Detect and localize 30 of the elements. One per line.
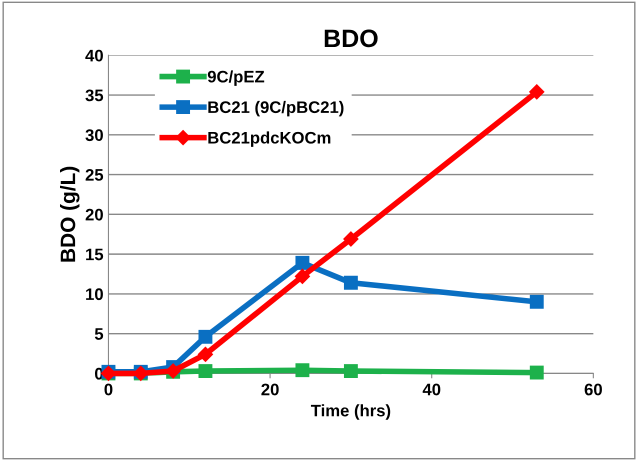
- y-tick-label: 15: [86, 248, 104, 260]
- legend-label: BC21pdcKOCm: [208, 131, 330, 147]
- point: [198, 364, 212, 378]
- point: [343, 231, 358, 247]
- y-axis-title: BDO (g/L): [60, 166, 80, 262]
- x-axis-title: Time (hrs): [310, 404, 390, 420]
- y-tick-label: 30: [85, 129, 103, 142]
- y-tick-label: 10: [86, 288, 103, 300]
- y-tick-label: 25: [86, 169, 104, 181]
- point: [295, 256, 310, 270]
- y-tick-label: 20: [86, 208, 103, 221]
- point: [344, 364, 358, 378]
- y-tick-label: 35: [85, 89, 104, 102]
- point: [529, 84, 544, 100]
- x-tick-label: 0: [104, 384, 112, 396]
- legend-label: BC21 (9C/pBC21): [208, 100, 344, 116]
- point: [530, 294, 544, 309]
- legend-label: 9C/pEZ: [208, 70, 264, 86]
- point: [294, 268, 310, 284]
- chart-title: BDO: [324, 30, 378, 48]
- point: [198, 330, 212, 344]
- point: [530, 366, 544, 380]
- y-tick-label: 5: [94, 328, 104, 340]
- y-tick-label: 40: [85, 50, 103, 62]
- x-tick-label: 60: [584, 384, 602, 396]
- point: [344, 276, 358, 290]
- x-tick-label: 40: [422, 384, 440, 396]
- point: [198, 346, 214, 362]
- x-tick-label: 20: [261, 384, 279, 396]
- point: [295, 363, 310, 378]
